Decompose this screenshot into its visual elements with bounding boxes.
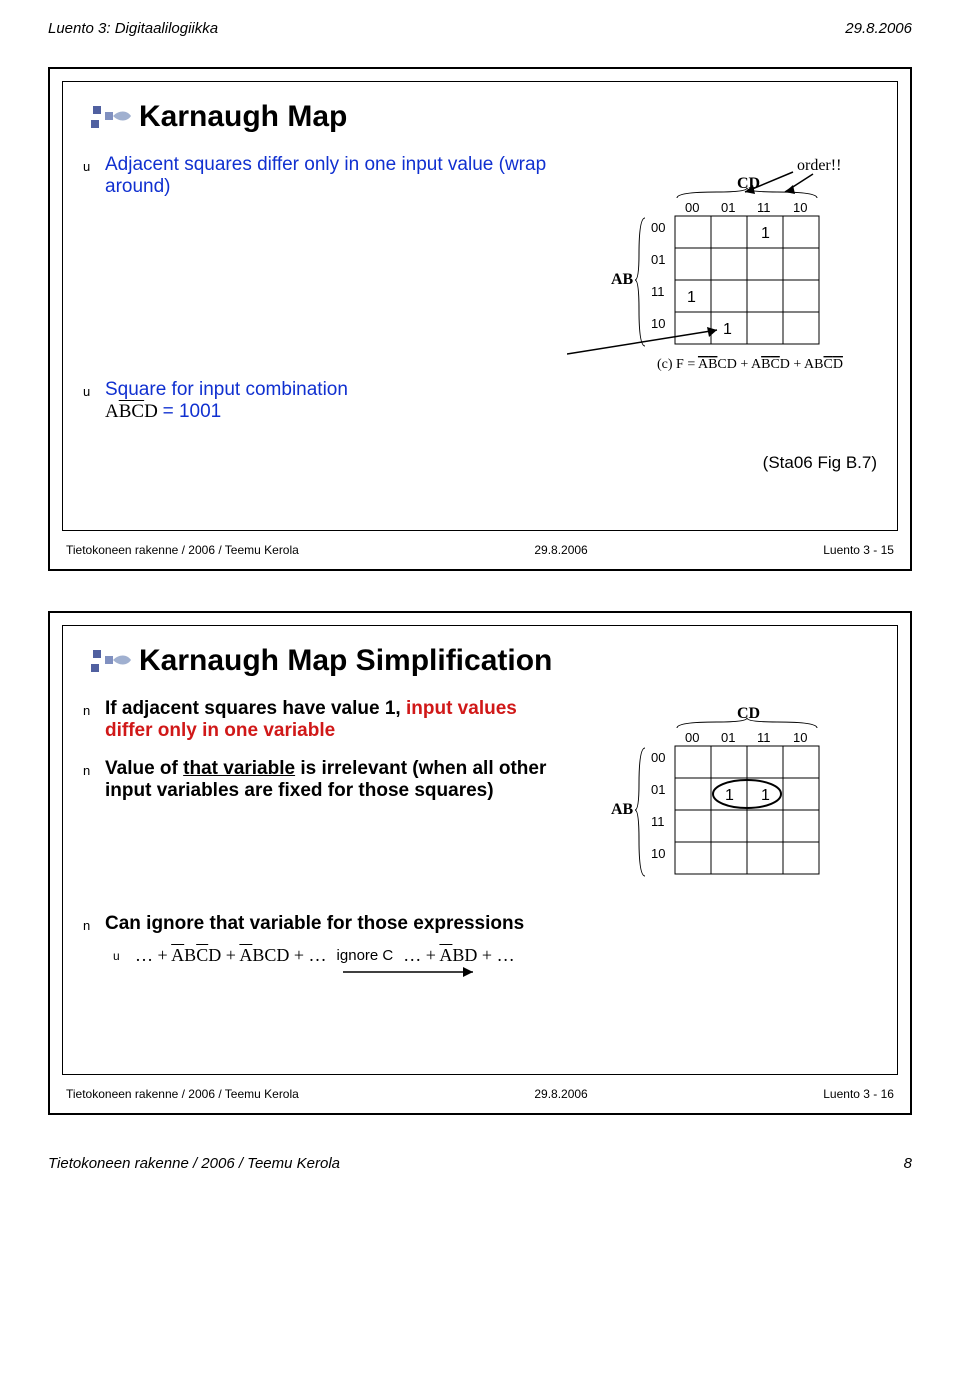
svg-text:01: 01 bbox=[721, 200, 735, 215]
svg-text:1: 1 bbox=[761, 787, 770, 804]
svg-text:01: 01 bbox=[721, 730, 735, 745]
bullet-marker: n bbox=[83, 698, 105, 718]
header-right: 29.8.2006 bbox=[845, 20, 912, 37]
page-footer: Tietokoneen rakenne / 2006 / Teemu Kerol… bbox=[48, 1155, 912, 1172]
bullet-marker: n bbox=[83, 758, 105, 778]
page-header: Luento 3: Digitaalilogiikka 29.8.2006 bbox=[48, 20, 912, 37]
expr-right: … + ABD + … bbox=[403, 945, 514, 966]
svg-text:00: 00 bbox=[685, 200, 699, 215]
svg-text:AB: AB bbox=[611, 271, 634, 288]
expr-left: … + ABCD + ABCD + … bbox=[135, 945, 327, 966]
title-decoration-icon bbox=[89, 646, 133, 676]
slide2-footer: Tietokoneen rakenne / 2006 / Teemu Kerol… bbox=[62, 1087, 898, 1101]
slide2-bullet-2: n Value of that variable is irrelevant (… bbox=[83, 758, 557, 802]
slide1-figure: order!! CD 00 01 11 10 bbox=[567, 154, 877, 379]
order-label: order!! bbox=[797, 157, 841, 174]
svg-text:01: 01 bbox=[651, 782, 665, 797]
svg-text:1: 1 bbox=[687, 289, 696, 306]
svg-text:1: 1 bbox=[725, 787, 734, 804]
slide1-footer: Tietokoneen rakenne / 2006 / Teemu Kerol… bbox=[62, 543, 898, 557]
slide-1: Karnaugh Map u Adjacent squares differ o… bbox=[48, 67, 912, 571]
svg-text:11: 11 bbox=[757, 730, 771, 745]
svg-text:10: 10 bbox=[793, 200, 807, 215]
svg-text:10: 10 bbox=[651, 846, 665, 861]
bullet-marker: u bbox=[83, 154, 105, 174]
svg-text:10: 10 bbox=[651, 316, 665, 331]
slide-2: Karnaugh Map Simplification n If adjacen… bbox=[48, 611, 912, 1115]
slide2-bullet-3: n Can ignore that variable for those exp… bbox=[83, 913, 877, 935]
slide2-bullet-1: n If adjacent squares have value 1, inpu… bbox=[83, 698, 557, 742]
page-footer-left: Tietokoneen rakenne / 2006 / Teemu Kerol… bbox=[48, 1155, 340, 1172]
bullet-marker: u bbox=[83, 379, 105, 399]
sub-bullet-marker: u bbox=[113, 945, 135, 963]
svg-text:00: 00 bbox=[651, 750, 665, 765]
slide1-bullet-1: u Adjacent squares differ only in one in… bbox=[83, 154, 557, 198]
slide1-bullet-2: u Square for input combination ABCD = 10… bbox=[83, 379, 557, 423]
abcd-expression: ABCD bbox=[105, 401, 163, 422]
svg-text:01: 01 bbox=[651, 252, 665, 267]
svg-text:00: 00 bbox=[651, 220, 665, 235]
svg-text:10: 10 bbox=[793, 730, 807, 745]
arrow-icon bbox=[163, 966, 663, 992]
slide1-figure-ref: (Sta06 Fig B.7) bbox=[83, 453, 877, 473]
svg-text:1: 1 bbox=[761, 225, 770, 242]
svg-text:11: 11 bbox=[651, 814, 665, 829]
svg-text:00: 00 bbox=[685, 730, 699, 745]
slide-2-title: Karnaugh Map Simplification bbox=[83, 644, 877, 678]
slide2-sub-bullet: u … + ABCD + ABCD + … ignore C … + ABD +… bbox=[113, 945, 877, 966]
svg-text:1: 1 bbox=[723, 321, 732, 338]
bullet-marker: n bbox=[83, 913, 105, 933]
header-left: Luento 3: Digitaalilogiikka bbox=[48, 20, 218, 37]
svg-text:11: 11 bbox=[651, 284, 665, 299]
ignore-c-label: ignore C bbox=[337, 947, 394, 964]
slide-1-title: Karnaugh Map bbox=[83, 100, 877, 134]
title-decoration-icon bbox=[89, 102, 133, 132]
slide2-figure: CD 00 01 11 10 AB 00 01 11 10 bbox=[567, 698, 877, 903]
svg-text:(c) F = ABCD + ABCD + ABCD: (c) F = ABCD + ABCD + ABCD bbox=[657, 357, 843, 372]
svg-text:11: 11 bbox=[757, 200, 771, 215]
svg-text:AB: AB bbox=[611, 801, 634, 818]
page-footer-right: 8 bbox=[904, 1155, 912, 1172]
